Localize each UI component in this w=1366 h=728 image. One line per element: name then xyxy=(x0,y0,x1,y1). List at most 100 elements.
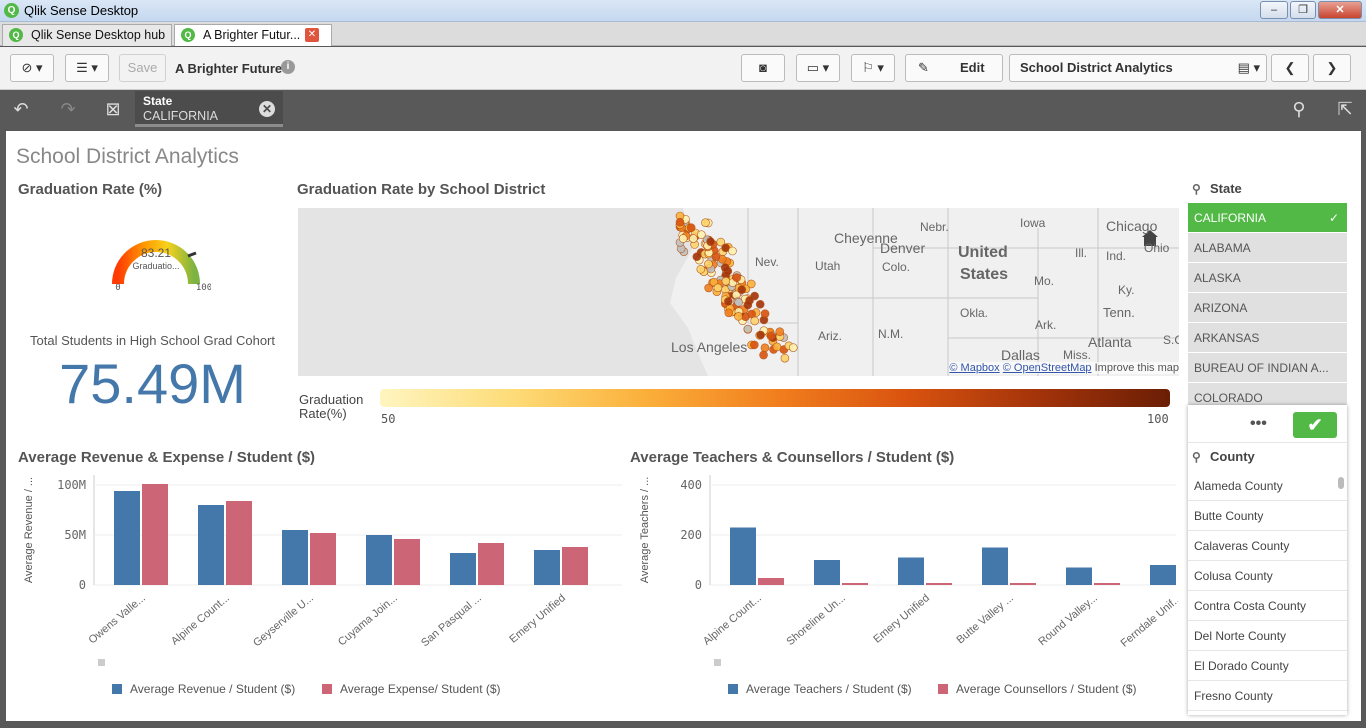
step-forward-icon[interactable]: ↷ xyxy=(60,99,76,119)
clear-selection-icon[interactable]: ✕ xyxy=(259,101,275,117)
search-icon[interactable]: ⚲ xyxy=(1292,99,1306,119)
district-marker[interactable] xyxy=(689,234,698,243)
district-marker[interactable] xyxy=(755,299,765,309)
tab-hub[interactable]: Q Qlik Sense Desktop hub xyxy=(2,24,172,46)
mapbox-link[interactable]: © Mapbox xyxy=(949,362,1000,374)
minimize-button[interactable]: – xyxy=(1260,1,1288,19)
district-marker[interactable] xyxy=(743,324,753,334)
improve-map-link[interactable]: Improve this map xyxy=(1094,362,1179,374)
county-list-item[interactable]: Contra Costa County xyxy=(1188,591,1347,621)
district-marker[interactable] xyxy=(737,285,747,294)
district-marker[interactable] xyxy=(701,218,710,228)
district-marker[interactable] xyxy=(704,283,713,293)
selections-tool-icon[interactable]: ⇱ xyxy=(1337,99,1353,119)
bar-series2[interactable] xyxy=(926,583,952,585)
county-listbox-header[interactable]: ⚲ County xyxy=(1188,443,1347,471)
bar-series1[interactable] xyxy=(898,557,924,586)
sheet-selector[interactable]: School District Analytics ▤ ▾ xyxy=(1009,54,1267,82)
confirm-selection-button[interactable]: ✔ xyxy=(1293,412,1337,438)
bar-series2[interactable] xyxy=(1010,583,1036,585)
district-marker[interactable] xyxy=(750,340,759,350)
navigation-menu-button[interactable]: ⊘ ▾ xyxy=(10,54,54,82)
graduation-gauge[interactable]: 83.21 Graduatio... 0 100 xyxy=(101,216,211,296)
district-marker[interactable] xyxy=(720,263,730,272)
next-sheet-button[interactable]: ❯ xyxy=(1313,54,1351,82)
district-marker[interactable] xyxy=(743,300,753,310)
tab-app[interactable]: Q A Brighter Futur... ✕ xyxy=(174,24,332,46)
district-marker[interactable] xyxy=(721,243,730,253)
state-listbox[interactable]: ⚲ State CALIFORNIA ✓ ALABAMA ALASKA ARIZONA A… xyxy=(1188,175,1347,407)
map-home-icon[interactable] xyxy=(1144,236,1156,246)
district-marker[interactable] xyxy=(772,342,782,352)
step-back-icon[interactable]: ↶ xyxy=(13,99,29,119)
tab-close-icon[interactable]: ✕ xyxy=(305,28,319,42)
county-list-item[interactable]: Calaveras County xyxy=(1188,531,1347,561)
district-marker[interactable] xyxy=(775,327,785,337)
revenue-expense-chart[interactable]: 0 50M 100M Average Revenue / ... Owens Valle… xyxy=(14,469,624,699)
bar-series2[interactable] xyxy=(562,547,588,585)
state-listbox-header[interactable]: ⚲ State xyxy=(1188,175,1347,203)
scroll-indicator[interactable] xyxy=(714,659,721,666)
county-list-item[interactable]: Butte County xyxy=(1188,501,1347,531)
clear-all-selections-icon[interactable]: ⊠ xyxy=(105,99,121,119)
save-button[interactable]: Save xyxy=(119,54,166,82)
bar-series1[interactable] xyxy=(114,491,140,585)
district-marker[interactable] xyxy=(756,330,765,340)
bar-series2[interactable] xyxy=(758,578,784,585)
district-marker[interactable] xyxy=(750,316,760,326)
district-marker[interactable] xyxy=(721,276,731,286)
bar-series1[interactable] xyxy=(982,547,1008,586)
bar-series2[interactable] xyxy=(842,583,868,585)
county-list-item[interactable]: Alameda County xyxy=(1188,471,1347,501)
osm-link[interactable]: © OpenStreetMap xyxy=(1002,362,1092,374)
global-menu-button[interactable]: ☰ ▾ xyxy=(65,54,109,82)
bar-series1[interactable] xyxy=(450,553,476,585)
county-list-item[interactable]: Del Norte County xyxy=(1188,621,1347,651)
more-options-icon[interactable]: ••• xyxy=(1250,415,1267,432)
state-list-item[interactable]: ARIZONA xyxy=(1188,293,1347,323)
maximize-button[interactable]: ❐ xyxy=(1290,1,1316,19)
bar-series1[interactable] xyxy=(1066,567,1092,586)
district-marker[interactable] xyxy=(780,353,790,363)
district-marker[interactable] xyxy=(759,350,768,360)
state-list-item[interactable]: CALIFORNIA ✓ xyxy=(1188,203,1347,233)
bar-series1[interactable] xyxy=(282,530,308,585)
bar-series1[interactable] xyxy=(198,505,224,585)
district-marker[interactable] xyxy=(746,279,756,289)
district-marker[interactable] xyxy=(706,237,715,246)
bar-series1[interactable] xyxy=(534,550,560,585)
bar-series1[interactable] xyxy=(1150,565,1176,585)
bookmark-button[interactable]: ⚐ ▾ xyxy=(851,54,895,82)
county-listbox[interactable]: ••• ✔ ⚲ County Alameda County Butte Count… xyxy=(1188,405,1347,715)
district-marker[interactable] xyxy=(696,264,706,274)
bar-series1[interactable] xyxy=(814,560,840,585)
district-marker[interactable] xyxy=(724,297,733,306)
story-button[interactable]: ▭ ▾ xyxy=(796,54,840,82)
bar-series2[interactable] xyxy=(1094,583,1120,585)
district-marker[interactable] xyxy=(732,273,741,282)
district-marker[interactable] xyxy=(713,283,723,293)
district-map[interactable]: Nebr. Iowa Chicago Cheyenne Denver Colo.… xyxy=(298,208,1179,376)
district-marker[interactable] xyxy=(734,312,743,321)
state-list-item[interactable]: BUREAU OF INDIAN A... xyxy=(1188,353,1347,383)
scroll-indicator[interactable] xyxy=(98,659,105,666)
district-marker[interactable] xyxy=(711,252,721,261)
bar-series2[interactable] xyxy=(142,484,168,585)
district-marker[interactable] xyxy=(788,343,798,352)
county-list-item[interactable]: Colusa County xyxy=(1188,561,1347,591)
district-marker[interactable] xyxy=(675,217,685,227)
district-marker[interactable] xyxy=(760,309,770,318)
close-window-button[interactable]: ✕ xyxy=(1318,1,1362,19)
info-icon[interactable]: i xyxy=(281,60,295,74)
previous-sheet-button[interactable]: ❮ xyxy=(1271,54,1309,82)
county-list-item[interactable]: El Dorado County xyxy=(1188,651,1347,681)
county-list-item[interactable]: Fresno County xyxy=(1188,681,1347,711)
bar-series1[interactable] xyxy=(366,535,392,585)
bar-series2[interactable] xyxy=(394,539,420,585)
kpi-value[interactable]: 75.49M xyxy=(59,352,246,415)
bar-series2[interactable] xyxy=(478,543,504,585)
state-list-item[interactable]: ARKANSAS xyxy=(1188,323,1347,353)
state-list-item[interactable]: ALASKA xyxy=(1188,263,1347,293)
edit-button[interactable]: ✎ Edit xyxy=(905,54,1003,82)
bar-series1[interactable] xyxy=(730,527,756,586)
